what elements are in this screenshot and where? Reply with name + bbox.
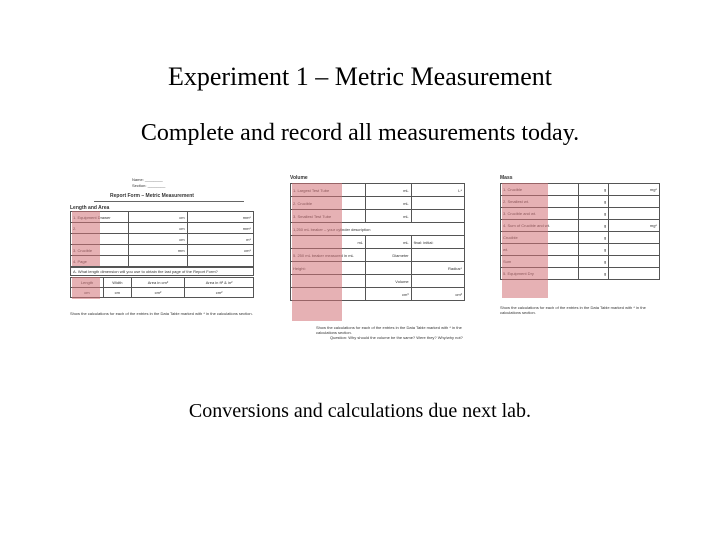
table-row: 2. Smallest wt.g [501,196,660,208]
panel-mass: Mass 1. Cruciblegmg* 2. Smallest wt.g 3.… [500,175,660,325]
slide-subtitle: Complete and record all measurements tod… [0,120,720,147]
table-row: Volume [291,275,465,288]
table-row: 5. 250 mL beaker measured in mLDiameter [291,249,465,262]
question-a: A. What length dimension will you use to… [70,267,254,276]
length-area-table: 1. Equipment Drawercmmm* 2.cmmm* cmm* 3.… [70,211,254,267]
table-row: 2. CruciblemL [291,197,465,210]
label-section: Section: [132,183,146,188]
table-row: 1. Equipment Drawercmmm* [71,212,254,223]
label-name: Name: [132,177,144,182]
table-row: Crucibleg [501,232,660,244]
volume-label: Volume [290,175,308,181]
footnote: Show the calculations for each of the en… [500,305,660,315]
table-row: Length Width Area in cm² Area in ft² & i… [71,278,254,288]
length-area-grid: Length Width Area in cm² Area in ft² & i… [70,277,254,298]
report-form-title: Report Form – Metric Measurement [110,193,194,199]
table-row: 4. Sum of Crucible and wt.gmg* [501,220,660,232]
table-row: 3. Cruciblemmcm* [71,245,254,256]
footnote: Show the calculations for each of the en… [70,311,253,316]
table-row: 3. Smallest Test TubemL [291,210,465,223]
question: Question: Why should the volume be the s… [330,335,463,340]
panel-volume: Volume 1. Largest Test TubemLL* 2. Cruci… [290,175,465,350]
table-row: cm cm cm² cm² [71,288,254,298]
table-row: 4. Page [71,256,254,267]
mass-label: Mass [500,175,513,181]
table-row: Sumg [501,256,660,268]
table-row: 1,250 mL beaker – your cylinder descript… [291,223,465,236]
table-row: mLmLfinal: initial: [291,236,465,249]
slide-title: Experiment 1 – Metric Measurement [0,62,720,92]
slide-footer: Conversions and calculations due next la… [0,400,720,423]
table-row: 1. Cruciblegmg* [501,184,660,196]
rule [94,201,244,202]
table-row: cm³cm³ [291,288,465,301]
panel-length-area: Name: ________ Section: ________ Report … [70,175,255,330]
table-row: 1. Largest Test TubemLL* [291,184,465,197]
header-name-section: Name: ________ Section: ________ [132,177,165,189]
table-row: cmm* [71,234,254,245]
table-row: 5. Equipment Dryg [501,268,660,280]
footnote: Show the calculations for each of the en… [316,325,465,335]
table-row: Height:Radius* [291,262,465,275]
mass-table: 1. Cruciblegmg* 2. Smallest wt.g 3. Cruc… [500,183,660,280]
worksheet-panels: Name: ________ Section: ________ Report … [70,175,660,350]
volume-table: 1. Largest Test TubemLL* 2. CruciblemL 3… [290,183,465,301]
table-row: 3. Crucible and wt.g [501,208,660,220]
table-row: wt.g [501,244,660,256]
table-row: 2.cmmm* [71,223,254,234]
